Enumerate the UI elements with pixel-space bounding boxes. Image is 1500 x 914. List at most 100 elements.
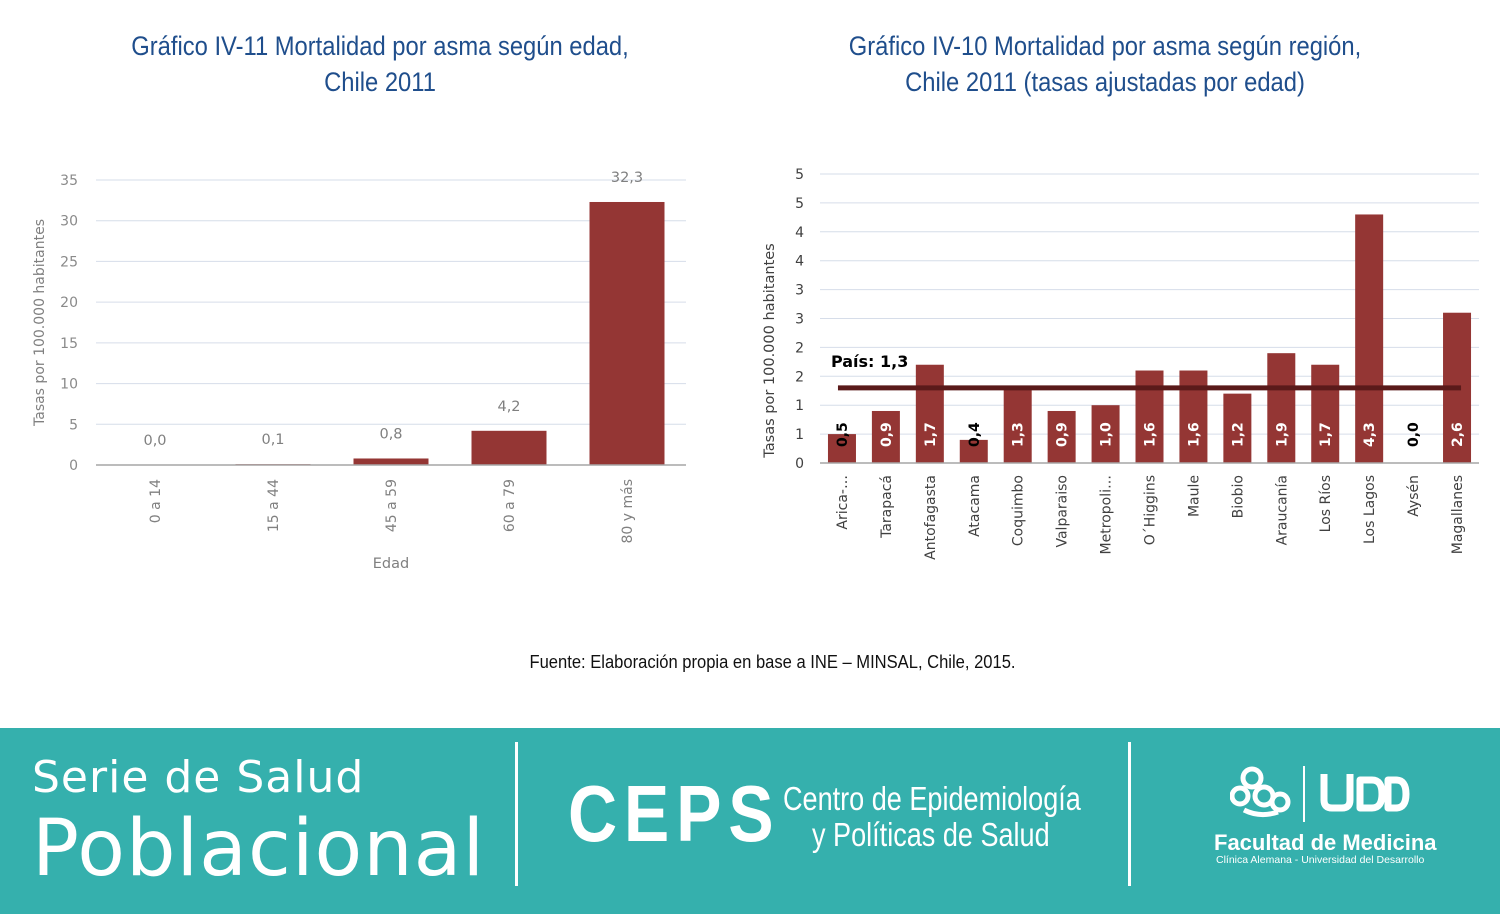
data-label: 0,5 <box>835 422 851 447</box>
data-label: 0,9 <box>879 422 895 447</box>
chart-region: 0 1 1 2 2 3 3 4 4 5 5 0,5 Arica-… 0,9 Tarapacá 1,7 Antof… <box>762 167 1479 560</box>
chart-age: 0 5 10 15 20 25 30 35 0,0 0 a 14 0,1 15 a 44 0,8 45 a… <box>32 170 686 572</box>
y-tick-label: 0 <box>795 456 804 472</box>
x-tick-label: 45 a 59 <box>384 479 400 532</box>
y-tick-label: 1 <box>795 398 804 414</box>
data-label: 1,2 <box>1230 422 1246 447</box>
y-tick-label: 15 <box>60 336 78 352</box>
y-tick-label: 35 <box>60 173 78 189</box>
series-title-line1: Serie de Salud <box>32 752 365 803</box>
udd-logo-icon <box>1320 774 1410 812</box>
bar <box>1091 405 1120 463</box>
source-note: Fuente: Elaboración propia en base a INE… <box>529 652 1016 672</box>
x-tick-label: Aysén <box>1406 475 1422 517</box>
data-label: 1,0 <box>1099 422 1115 447</box>
data-label: 1,9 <box>1274 422 1290 447</box>
y-tick-label: 3 <box>795 312 804 328</box>
data-label: 0,4 <box>967 422 983 447</box>
bar <box>1047 410 1076 463</box>
bar <box>1003 387 1032 463</box>
x-tick-label: 60 a 79 <box>502 479 518 532</box>
clinica-alemana-logo-icon <box>1230 766 1291 818</box>
data-label: 4,3 <box>1362 422 1378 447</box>
x-tick-label: Magallanes <box>1450 475 1466 554</box>
x-tick-label: Valparaiso <box>1055 475 1071 548</box>
chart-title-age-line1: Gráfico IV-11 Mortalidad por asma según … <box>131 31 629 61</box>
x-tick-label: Los Lagos <box>1362 475 1378 544</box>
data-label: 1,6 <box>1186 422 1202 447</box>
bar <box>871 410 900 463</box>
y-tick-label: 4 <box>795 254 804 270</box>
bar <box>827 434 856 463</box>
y-tick-label: 25 <box>60 254 78 270</box>
x-tick-label: Maule <box>1186 475 1202 517</box>
data-label: 1,6 <box>1143 422 1159 447</box>
logo-divider <box>1303 766 1305 822</box>
footer-banner: Serie de Salud Poblacional CEPS Centro d… <box>0 728 1500 914</box>
footer-divider <box>1128 742 1131 886</box>
data-label: 2,6 <box>1450 422 1466 447</box>
y-tick-label: 2 <box>795 369 804 385</box>
x-tick-label: Araucanía <box>1274 475 1290 545</box>
chart-title-region-line1: Gráfico IV-10 Mortalidad por asma según … <box>848 31 1362 61</box>
data-label: 0,0 <box>143 433 166 449</box>
y-tick-label: 10 <box>60 377 78 393</box>
data-label: 1,7 <box>1318 422 1334 447</box>
ceps-name-line1: Centro de Epidemiología <box>783 780 1081 817</box>
x-tick-label: O´Higgins <box>1143 475 1159 545</box>
bar <box>1267 353 1296 463</box>
y-tick-label: 30 <box>60 214 78 230</box>
reference-line-label: País: 1,3 <box>831 352 908 371</box>
x-tick-label: Atacama <box>967 475 983 537</box>
x-tick-label: Antofagasta <box>923 475 939 560</box>
x-tick-label: 0 a 14 <box>148 479 164 523</box>
x-tick-label: 15 a 44 <box>266 479 282 532</box>
bar <box>589 201 665 465</box>
series-title-line2: Poblacional <box>32 804 486 894</box>
x-tick-label: Tarapacá <box>879 475 895 539</box>
x-tick-label: 80 y más <box>620 479 636 544</box>
bar <box>353 458 429 465</box>
data-label: 0,8 <box>379 426 402 442</box>
y-tick-label: 2 <box>795 340 804 356</box>
bar <box>915 364 944 463</box>
bar <box>1135 370 1164 463</box>
data-label: 0,0 <box>1406 422 1422 447</box>
data-label: 0,1 <box>261 432 284 448</box>
y-tick-label: 3 <box>795 283 804 299</box>
y-tick-label: 5 <box>795 196 804 212</box>
chart-title-region: Gráfico IV-10 Mortalidad por asma según … <box>801 28 1408 100</box>
y-tick-label: 5 <box>69 417 78 433</box>
x-tick-label: Coquimbo <box>1011 475 1027 546</box>
data-label: 1,7 <box>923 422 939 447</box>
x-tick-label: Arica-… <box>835 475 851 530</box>
y-tick-label: 4 <box>795 225 804 241</box>
data-label: 1,3 <box>1011 422 1027 447</box>
y-tick-label: 1 <box>795 427 804 443</box>
data-label: 4,2 <box>497 399 520 415</box>
y-axis-title: Tasas por 100.000 habitantes <box>32 219 48 427</box>
ceps-name-line2: y Políticas de Salud <box>812 816 1050 853</box>
y-axis-title: Tasas por 100.000 habitantes <box>762 243 778 458</box>
data-label: 32,3 <box>611 170 643 186</box>
bar <box>1311 364 1340 463</box>
chart-title-age: Gráfico IV-11 Mortalidad por asma según … <box>81 28 679 100</box>
y-tick-label: 20 <box>60 295 78 311</box>
x-tick-label: Los Ríos <box>1318 475 1334 532</box>
ceps-acronym: CEPS <box>568 769 781 858</box>
bar <box>471 430 547 465</box>
y-tick-label: 0 <box>69 458 78 474</box>
chart-title-region-line2: Chile 2011 (tasas ajustadas por edad) <box>905 67 1305 97</box>
bar <box>1355 214 1384 463</box>
x-tick-label: Biobio <box>1230 475 1246 518</box>
footer-divider <box>515 742 518 886</box>
faculty-name: Facultad de Medicina <box>1214 830 1437 855</box>
y-tick-label: 5 <box>795 167 804 183</box>
x-tick-label: Metropoli… <box>1099 475 1115 554</box>
bar <box>1179 370 1208 463</box>
x-axis-title: Edad <box>373 556 409 572</box>
chart-title-age-line2: Chile 2011 <box>324 67 436 97</box>
bar <box>1223 393 1252 463</box>
bar <box>959 439 988 463</box>
data-label: 0,9 <box>1055 422 1071 447</box>
